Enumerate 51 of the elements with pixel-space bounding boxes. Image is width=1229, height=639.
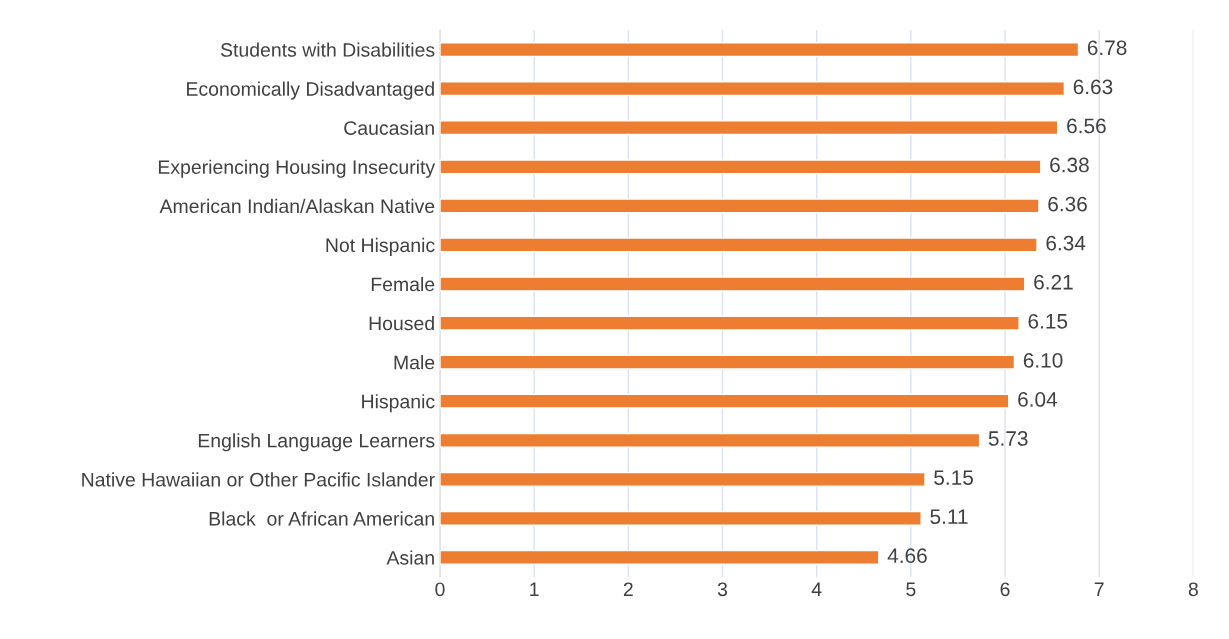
y-tick-label: Native Hawaiian or Other Pacific Islander bbox=[82, 472, 435, 487]
data-label: 6.21 bbox=[1034, 274, 1073, 290]
bar bbox=[439, 549, 880, 566]
data-label: 6.04 bbox=[1018, 392, 1058, 407]
y-tick-label: Hispanic bbox=[362, 394, 435, 413]
x-tick-label: 8 bbox=[1188, 582, 1198, 597]
x-tick-label: 5 bbox=[906, 582, 916, 597]
y-tick-label: English Language Learners bbox=[198, 433, 435, 452]
y-tick-label: American Indian/Alaskan Native bbox=[159, 198, 435, 214]
data-label: 6.63 bbox=[1073, 79, 1113, 95]
data-label: 5.15 bbox=[934, 470, 973, 485]
y-tick-label: Black or African American bbox=[209, 511, 434, 526]
data-label: 5.11 bbox=[930, 509, 968, 524]
bar bbox=[439, 393, 1010, 409]
bar bbox=[439, 432, 981, 448]
y-tick-label: Caucasian bbox=[344, 120, 434, 135]
data-label: 6.34 bbox=[1046, 235, 1086, 251]
bar bbox=[439, 471, 926, 487]
x-tick-label: 7 bbox=[1094, 582, 1104, 596]
x-tick-label: 0 bbox=[435, 582, 445, 597]
x-tick-label: 3 bbox=[717, 582, 728, 597]
y-tick-label: Not Hispanic bbox=[326, 237, 435, 256]
bar bbox=[439, 510, 922, 526]
x-tick-label: 4 bbox=[811, 582, 822, 596]
y-tick-label: Experiencing Housing Insecurity bbox=[158, 159, 436, 178]
data-label: 6.78 bbox=[1087, 40, 1127, 56]
bar bbox=[439, 354, 1016, 370]
data-label: 6.56 bbox=[1067, 118, 1106, 134]
x-tick-label: 6 bbox=[1000, 582, 1010, 597]
bar bbox=[439, 237, 1038, 253]
y-tick-label: Economically Disadvantaged bbox=[187, 81, 434, 100]
y-tick-label: Asian bbox=[386, 550, 434, 565]
bar bbox=[439, 120, 1059, 136]
data-label: 4.66 bbox=[887, 548, 927, 564]
bar bbox=[439, 42, 1080, 58]
x-tick-label: 1 bbox=[530, 582, 539, 596]
y-tick-label: Students with Disabilities bbox=[220, 42, 435, 57]
bar bbox=[439, 81, 1066, 97]
bar bbox=[439, 159, 1042, 175]
y-tick-label: Male bbox=[394, 355, 435, 370]
data-label: 6.38 bbox=[1050, 157, 1089, 173]
data-label: 6.10 bbox=[1023, 352, 1063, 368]
data-label: 6.15 bbox=[1028, 313, 1068, 329]
x-tick-label: 2 bbox=[623, 582, 633, 596]
bar bbox=[439, 315, 1020, 331]
bar bbox=[439, 198, 1040, 214]
bar bbox=[439, 276, 1026, 292]
y-tick-label: Female bbox=[371, 276, 435, 292]
data-label: 5.73 bbox=[988, 431, 1028, 446]
y-tick-label: Housed bbox=[369, 316, 434, 331]
data-label: 6.36 bbox=[1048, 196, 1087, 212]
